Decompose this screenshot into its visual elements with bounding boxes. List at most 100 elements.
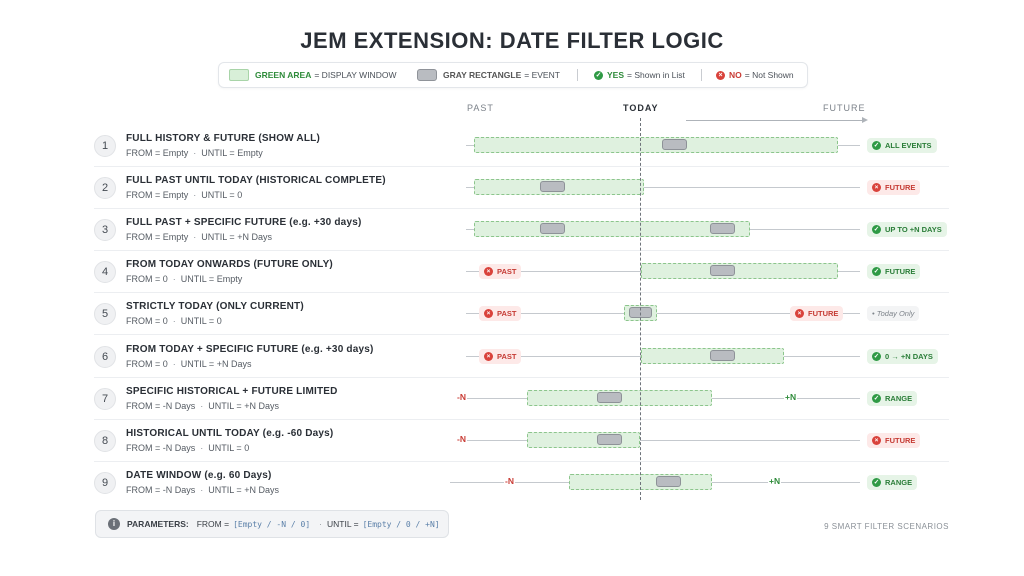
result-badge: ✓ FUTURE bbox=[867, 264, 921, 279]
result-text: • Today Only bbox=[872, 309, 915, 318]
gray-swatch-icon bbox=[417, 69, 437, 81]
row-divider bbox=[94, 250, 949, 251]
x-circle-icon: × bbox=[484, 309, 493, 318]
event-rect bbox=[597, 392, 622, 403]
until-value: UNTIL = +N Days bbox=[208, 401, 279, 411]
past-excluded-badge: × PAST bbox=[479, 306, 522, 321]
result-text: RANGE bbox=[885, 394, 913, 403]
event-rect bbox=[656, 476, 681, 487]
axis-future-label: FUTURE bbox=[823, 103, 866, 113]
future-chip-text: FUTURE bbox=[808, 309, 839, 318]
legend-yes-desc: = Shown in List bbox=[627, 70, 685, 80]
check-circle-icon: ✓ bbox=[872, 352, 881, 361]
event-rect bbox=[662, 139, 687, 150]
until-edge-label: +N bbox=[784, 392, 798, 402]
result-text: FUTURE bbox=[885, 436, 916, 445]
info-icon: i bbox=[108, 518, 120, 530]
row-params: FROM = Empty · UNTIL = +N Days bbox=[126, 232, 272, 242]
row-params: FROM = 0 · UNTIL = 0 bbox=[126, 316, 222, 326]
from-value: FROM = -N Days bbox=[126, 485, 196, 495]
check-circle-icon: ✓ bbox=[872, 141, 881, 150]
display-window bbox=[474, 137, 838, 153]
past-excluded-badge: × PAST bbox=[479, 349, 522, 364]
row-title: HISTORICAL UNTIL TODAY (e.g. -60 Days) bbox=[126, 428, 334, 439]
past-chip-text: PAST bbox=[497, 267, 517, 276]
from-value: FROM = Empty bbox=[126, 190, 189, 200]
green-swatch-icon bbox=[229, 69, 249, 81]
until-value: UNTIL = +N Days bbox=[201, 232, 272, 242]
scenario-row-1: 1 FULL HISTORY & FUTURE (SHOW ALL) FROM … bbox=[94, 125, 949, 167]
row-title: SPECIFIC HISTORICAL + FUTURE LIMITED bbox=[126, 386, 338, 397]
params-until-label: UNTIL = bbox=[326, 519, 359, 529]
legend-divider bbox=[577, 69, 578, 81]
event-rect bbox=[597, 434, 622, 445]
from-value: FROM = Empty bbox=[126, 148, 189, 158]
result-badge: ✓ 0 → +N DAYS bbox=[867, 349, 938, 364]
result-badge: ✓ RANGE bbox=[867, 391, 918, 406]
row-divider bbox=[94, 377, 949, 378]
legend-no-key: NO bbox=[729, 70, 742, 80]
row-divider bbox=[94, 166, 949, 167]
row-number: 6 bbox=[94, 346, 116, 368]
result-badge: • Today Only bbox=[867, 306, 920, 321]
legend-gray-key: GRAY RECTANGLE bbox=[443, 70, 522, 80]
row-params: FROM = Empty · UNTIL = Empty bbox=[126, 148, 263, 158]
axis-today-label: TODAY bbox=[623, 103, 659, 113]
row-divider bbox=[94, 292, 949, 293]
timeline-track bbox=[466, 187, 860, 188]
row-params: FROM = 0 · UNTIL = Empty bbox=[126, 274, 243, 284]
x-circle-icon: × bbox=[872, 183, 881, 192]
row-params: FROM = -N Days · UNTIL = +N Days bbox=[126, 485, 279, 495]
past-chip-text: PAST bbox=[497, 309, 517, 318]
row-divider bbox=[94, 208, 949, 209]
row-divider bbox=[94, 334, 949, 335]
event-rect bbox=[540, 223, 565, 234]
scenario-row-9: 9 DATE WINDOW (e.g. 60 Days) FROM = -N D… bbox=[94, 462, 949, 504]
until-edge-label: +N bbox=[768, 476, 782, 486]
row-params: FROM = -N Days · UNTIL = +N Days bbox=[126, 401, 279, 411]
row-number: 9 bbox=[94, 472, 116, 494]
legend-gray-rect: GRAY RECTANGLE = EVENT bbox=[417, 63, 560, 87]
x-circle-icon: × bbox=[716, 70, 725, 80]
result-text: 0 → +N DAYS bbox=[885, 352, 933, 361]
result-text: FUTURE bbox=[885, 267, 916, 276]
x-circle-icon: × bbox=[795, 309, 804, 318]
legend-green-area: GREEN AREA = DISPLAY WINDOW bbox=[229, 63, 396, 87]
past-chip-text: PAST bbox=[497, 352, 517, 361]
row-title: FULL PAST + SPECIFIC FUTURE (e.g. +30 da… bbox=[126, 217, 362, 228]
scenario-row-8: 8 HISTORICAL UNTIL TODAY (e.g. -60 Days)… bbox=[94, 420, 949, 462]
row-params: FROM = 0 · UNTIL = +N Days bbox=[126, 359, 252, 369]
result-text: FUTURE bbox=[885, 183, 916, 192]
row-number: 1 bbox=[94, 135, 116, 157]
row-number: 4 bbox=[94, 261, 116, 283]
from-value: FROM = Empty bbox=[126, 232, 189, 242]
legend-green-desc: = DISPLAY WINDOW bbox=[314, 70, 397, 80]
row-title: FROM TODAY + SPECIFIC FUTURE (e.g. +30 d… bbox=[126, 344, 374, 355]
event-rect bbox=[540, 181, 565, 192]
from-edge-label: -N bbox=[456, 392, 467, 402]
scenario-row-7: 7 SPECIFIC HISTORICAL + FUTURE LIMITED F… bbox=[94, 378, 949, 420]
future-excluded-badge: × FUTURE bbox=[790, 306, 844, 321]
from-edge-label: -N bbox=[504, 476, 515, 486]
params-until-values: [Empty / 0 / +N] bbox=[362, 519, 440, 529]
row-title: STRICTLY TODAY (ONLY CURRENT) bbox=[126, 301, 304, 312]
row-title: FULL HISTORY & FUTURE (SHOW ALL) bbox=[126, 133, 320, 144]
check-circle-icon: ✓ bbox=[872, 394, 881, 403]
scenario-row-2: 2 FULL PAST UNTIL TODAY (HISTORICAL COMP… bbox=[94, 167, 949, 209]
display-window bbox=[527, 432, 640, 448]
until-value: UNTIL = Empty bbox=[180, 274, 243, 284]
check-circle-icon: ✓ bbox=[872, 478, 881, 487]
from-value: FROM = -N Days bbox=[126, 443, 196, 453]
until-value: UNTIL = +N Days bbox=[180, 359, 252, 369]
scenario-row-5: 5 STRICTLY TODAY (ONLY CURRENT) FROM = 0… bbox=[94, 293, 949, 335]
row-title: DATE WINDOW (e.g. 60 Days) bbox=[126, 470, 272, 481]
row-params: FROM = -N Days · UNTIL = 0 bbox=[126, 443, 250, 453]
event-rect bbox=[710, 350, 735, 361]
row-number: 3 bbox=[94, 219, 116, 241]
scenario-row-3: 3 FULL PAST + SPECIFIC FUTURE (e.g. +30 … bbox=[94, 209, 949, 251]
from-value: FROM = 0 bbox=[126, 359, 168, 369]
result-badge: ✓ UP TO +N DAYS bbox=[867, 222, 947, 237]
params-from-values: [Empty / -N / 0] bbox=[233, 519, 311, 529]
check-circle-icon: ✓ bbox=[872, 225, 881, 234]
display-window bbox=[641, 263, 838, 279]
